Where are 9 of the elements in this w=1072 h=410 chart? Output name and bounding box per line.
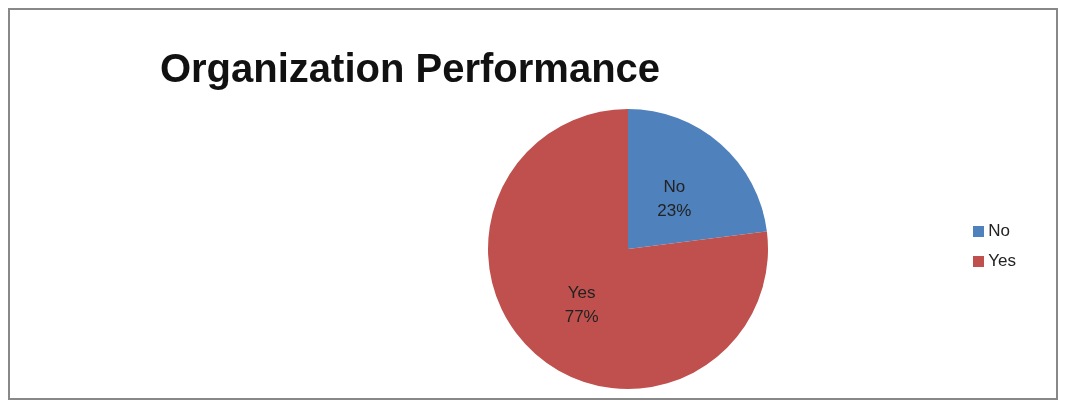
legend-label: No [988, 221, 1010, 240]
chart-title: Organization Performance [158, 46, 662, 91]
pie-slice [628, 109, 767, 249]
slice-label: Yes [567, 282, 596, 302]
data-label: 23% [657, 201, 692, 221]
slice-label: No [663, 177, 686, 197]
data-label: 77% [564, 306, 599, 326]
legend-label: Yes [988, 251, 1016, 270]
pie-slice [488, 109, 768, 389]
